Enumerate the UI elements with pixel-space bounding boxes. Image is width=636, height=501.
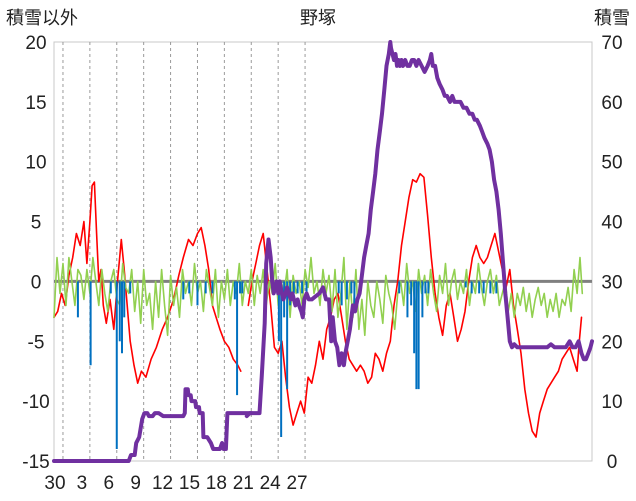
left-tick-label: 5 xyxy=(31,213,42,234)
right-tick-label: 60 xyxy=(601,93,622,114)
chart-title: 野塚 xyxy=(300,8,336,28)
series-line xyxy=(247,172,583,438)
series-line xyxy=(53,181,242,384)
left-tick-label: -10 xyxy=(22,392,49,413)
right-tick-label: 70 xyxy=(601,33,622,54)
x-tick-label: 3 xyxy=(77,473,88,494)
x-tick-label: 21 xyxy=(233,473,254,494)
x-tick-label: 18 xyxy=(206,473,227,494)
plot-area xyxy=(53,41,593,462)
x-tick-label: 9 xyxy=(130,473,141,494)
x-tick-label: 6 xyxy=(103,473,114,494)
x-tick-label: 15 xyxy=(179,473,200,494)
right-tick-label: 40 xyxy=(601,213,622,234)
series-line xyxy=(244,40,594,419)
right-tick-label: 10 xyxy=(601,392,622,413)
left-tick-label: 20 xyxy=(25,33,46,54)
left-tick-label: 0 xyxy=(31,272,42,293)
x-tick-label: 30 xyxy=(44,473,65,494)
right-tick-label: 20 xyxy=(601,332,622,353)
right-tick-label: 0 xyxy=(607,452,618,473)
right-axis-ticks: 70 60 50 40 30 20 10 0 xyxy=(601,33,622,473)
right-axis-title: 積雪 xyxy=(594,8,630,28)
x-tick-label: 12 xyxy=(152,473,173,494)
series-line xyxy=(52,387,254,463)
left-tick-label: 15 xyxy=(25,93,46,114)
x-tick-label: 27 xyxy=(286,473,307,494)
left-axis-title: 積雪以外 xyxy=(6,8,78,28)
left-axis-ticks: 20 15 10 5 0 -5 -10 -15 xyxy=(22,33,49,473)
series-layer xyxy=(52,40,594,463)
left-tick-label: 10 xyxy=(25,153,46,174)
left-tick-label: -15 xyxy=(22,452,49,473)
right-tick-label: 50 xyxy=(601,153,622,174)
left-tick-label: -5 xyxy=(28,332,45,353)
right-tick-label: 30 xyxy=(601,272,622,293)
x-tick-label: 24 xyxy=(260,473,282,494)
x-axis-ticks: 30 3 6 9 12 15 18 21 24 27 xyxy=(44,473,307,494)
